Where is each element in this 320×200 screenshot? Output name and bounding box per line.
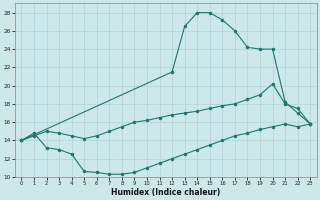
- X-axis label: Humidex (Indice chaleur): Humidex (Indice chaleur): [111, 188, 220, 197]
